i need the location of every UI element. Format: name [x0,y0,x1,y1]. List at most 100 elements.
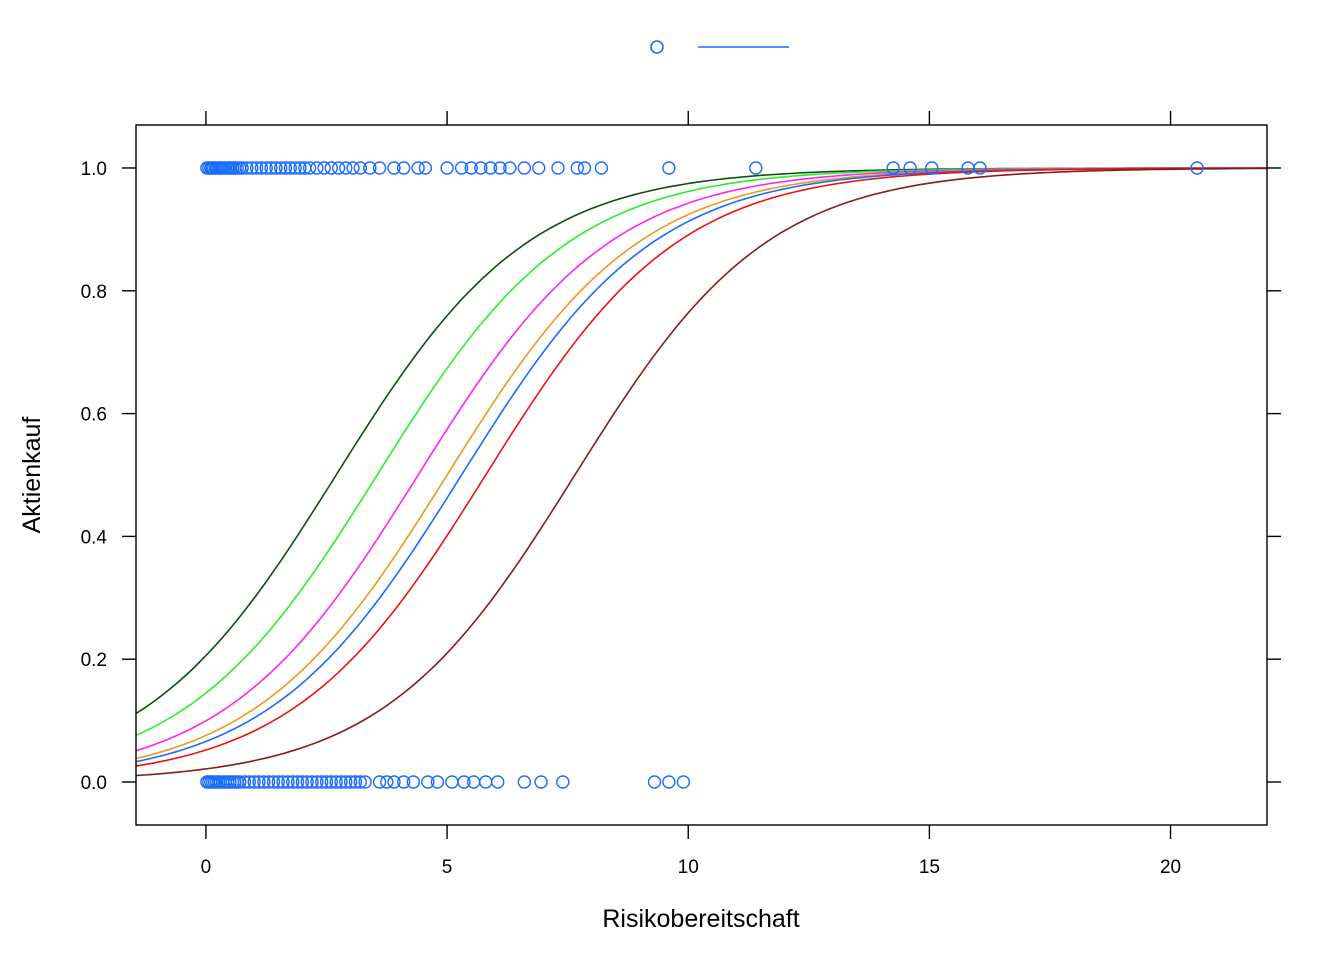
data-point [662,775,676,789]
data-point [464,161,478,175]
y-axis-title: Aktienkauf [18,417,46,534]
data-point [493,161,507,175]
data-point [479,775,493,789]
data-point [534,775,548,789]
data-point [411,161,425,175]
data-point [594,161,609,175]
data-point [269,161,283,175]
data-point [387,161,401,175]
data-point [281,775,295,789]
data-point [334,775,348,789]
data-point [397,775,411,789]
x-tick-label: 20 [1160,857,1181,878]
data-point [286,775,300,789]
data-point [240,161,254,175]
data-point [319,775,334,789]
data-point [324,775,338,789]
data-point [353,161,367,175]
data-point [252,775,266,789]
series-line-3 [135,167,1267,752]
data-point [903,161,917,175]
y-tick-label: 0.6 [81,405,107,426]
y-tick-label: 0.2 [81,650,107,671]
data-point [973,161,987,175]
data-point [380,775,394,789]
data-point [397,161,411,175]
data-point [925,161,939,175]
y-tick-label: 0.0 [81,773,107,794]
plot-frame [135,124,1268,826]
data-points [200,161,1204,789]
data-point [293,161,307,175]
data-point [310,161,324,175]
x-tick-label: 15 [919,857,940,878]
legend-point-marker [650,40,664,54]
data-point [430,775,445,789]
data-point [372,775,387,789]
data-point [503,161,517,175]
data-point [315,775,329,789]
data-point [247,775,261,789]
data-point [295,775,310,789]
data-point [491,775,505,789]
data-point [310,775,324,789]
data-point [353,775,367,789]
data-point [358,775,372,789]
data-point [886,161,900,175]
series-line-4 [135,167,1267,760]
data-point [647,775,662,789]
y-tick-label: 1.0 [81,159,107,180]
data-point [1190,161,1204,175]
data-point [418,161,433,175]
series-line-1 [135,167,1267,715]
data-point [331,161,346,175]
data-point [339,775,353,789]
data-point [261,775,276,789]
axis-ticks [122,111,1281,839]
series-line-5 [135,167,1267,763]
data-point [317,161,331,175]
x-tick-label: 10 [678,857,699,878]
data-point [339,161,353,175]
data-point [288,161,302,175]
data-point [254,161,269,175]
data-point [676,775,691,789]
series-line-7 [135,167,1267,777]
data-point [421,775,435,789]
data-point [556,775,570,789]
series-lines [135,167,1267,777]
data-point [300,775,314,789]
legend [650,40,789,54]
data-point [532,161,546,175]
data-point [343,775,358,789]
data-point [305,775,319,789]
x-axis-title: Risikobereitschaft [602,905,799,933]
data-point [235,161,249,175]
data-point [348,775,363,789]
data-point [372,161,387,175]
data-point [517,775,531,789]
data-point [242,775,257,789]
data-point [271,775,285,789]
data-point [454,161,469,175]
data-point [324,161,338,175]
data-point [577,161,592,175]
data-point [264,161,278,175]
x-tick-label: 0 [201,857,212,878]
data-point [749,161,763,175]
data-point [406,775,420,789]
data-point [237,775,252,789]
data-point [346,161,360,175]
data-point [570,161,584,175]
data-point [457,775,471,789]
data-point [274,161,288,175]
data-point [302,161,317,175]
data-point [440,161,454,175]
data-point [278,161,293,175]
data-point [551,161,565,175]
data-point [474,161,488,175]
data-point [329,775,343,789]
data-point [266,775,281,789]
data-point [445,775,459,789]
